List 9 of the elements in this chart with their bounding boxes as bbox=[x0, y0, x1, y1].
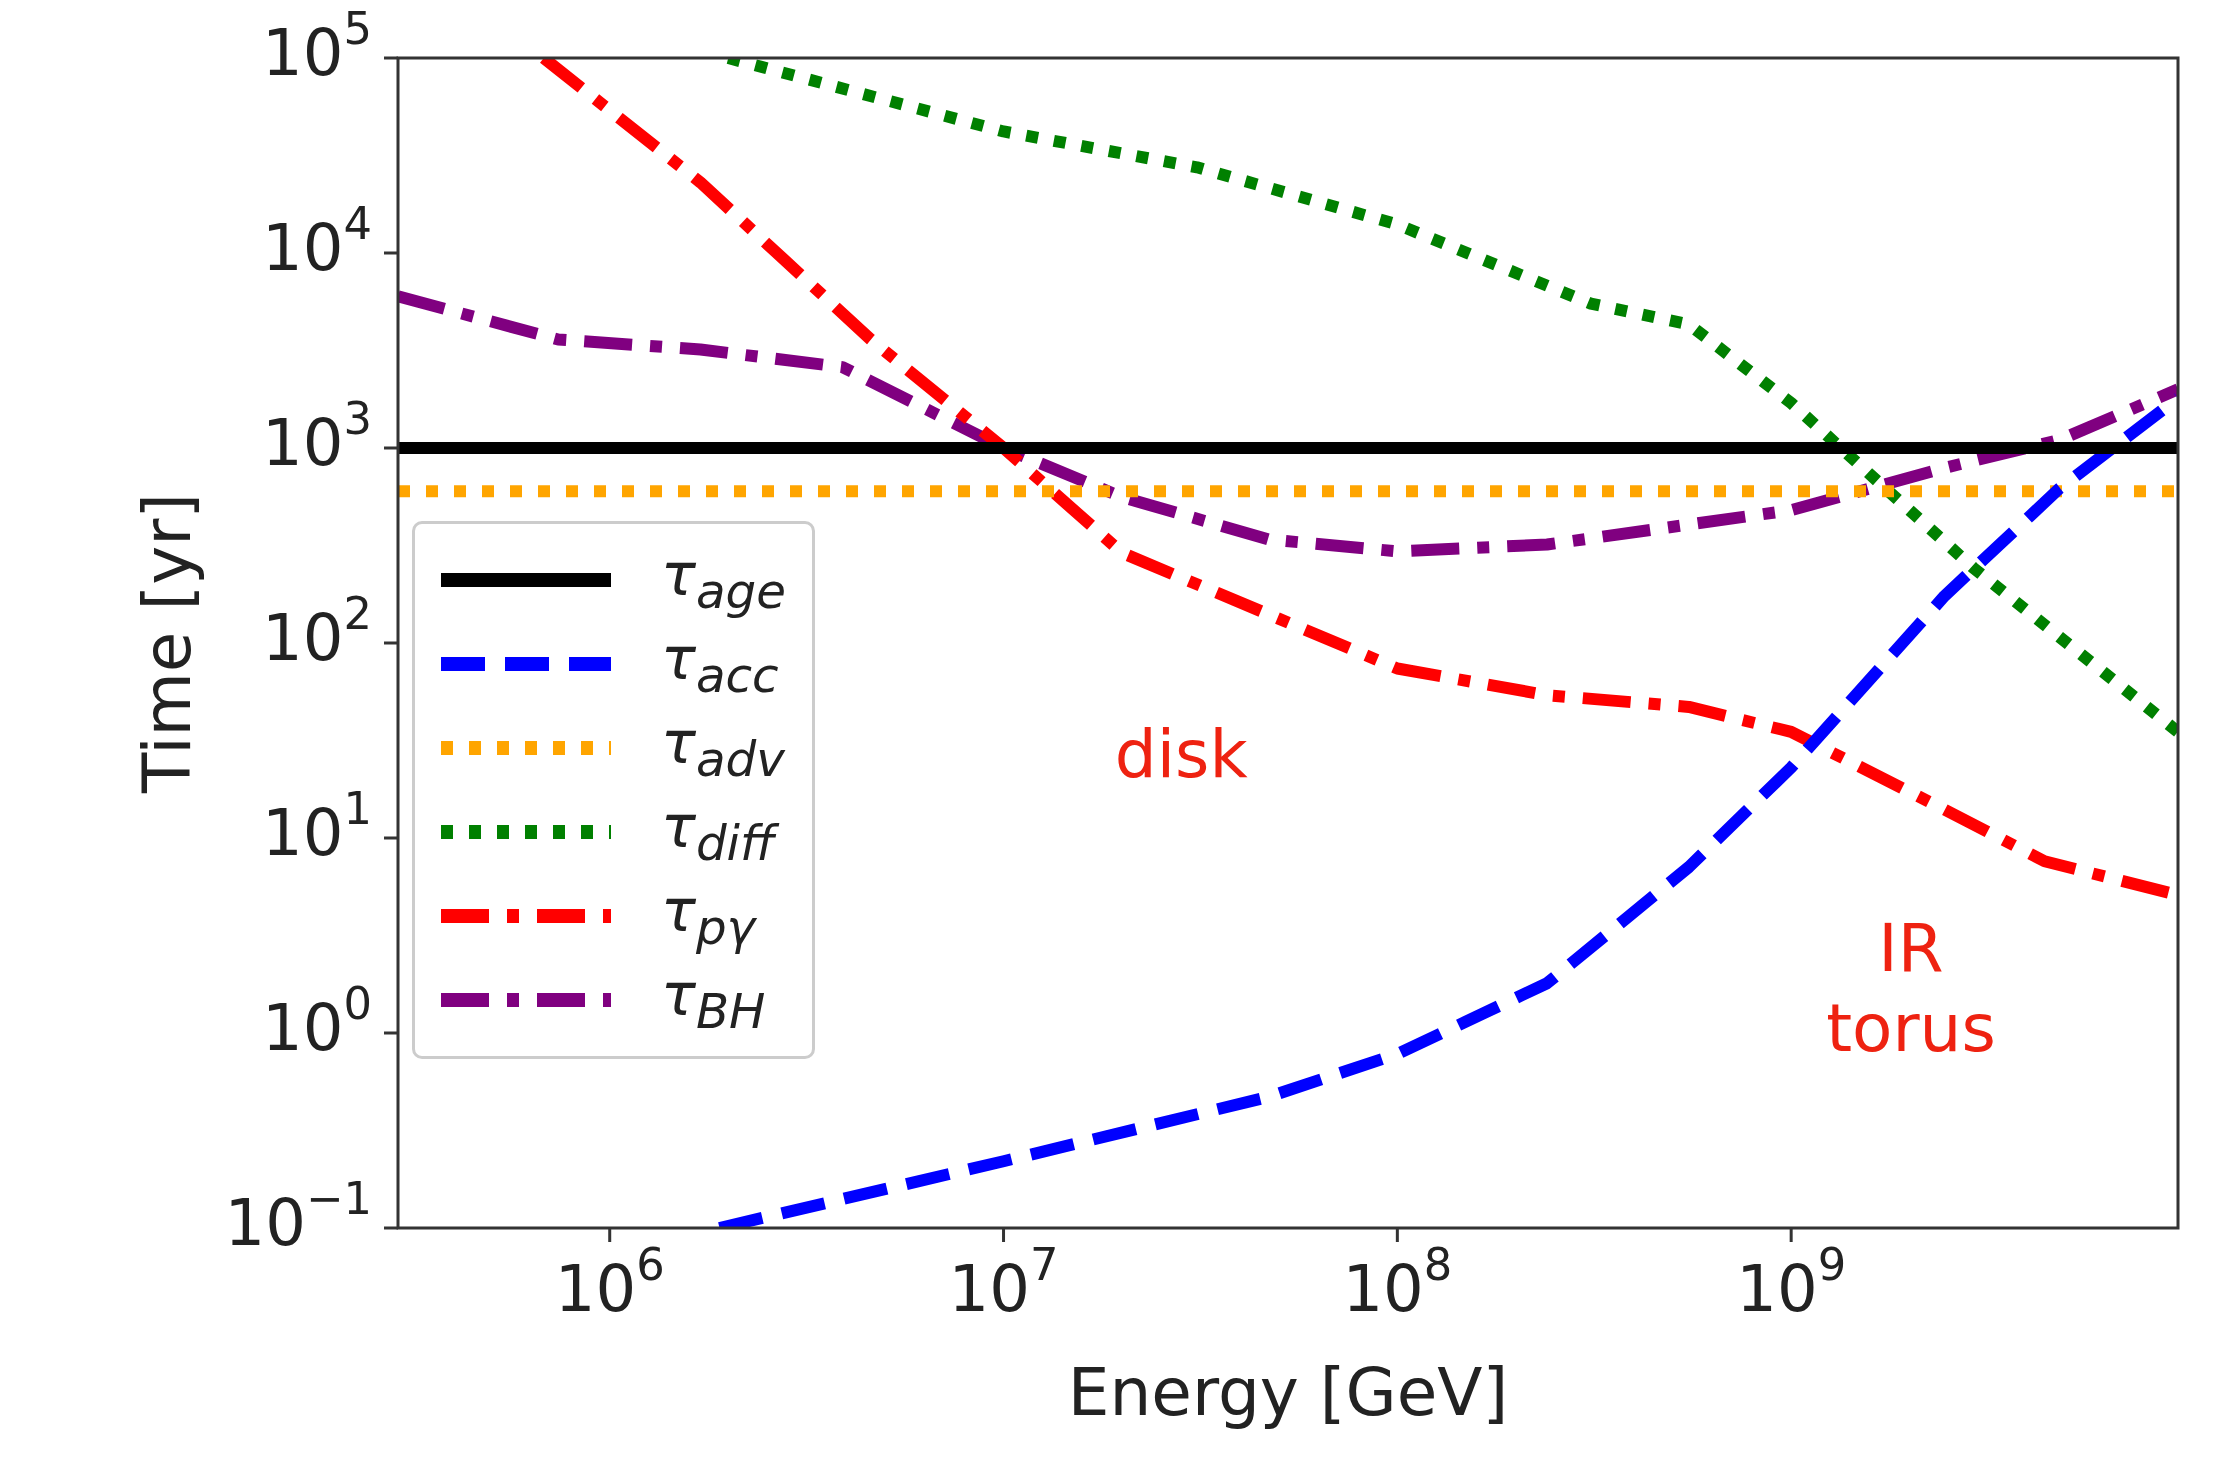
legend-label: τ$_{pγ}$ bbox=[661, 877, 756, 956]
x-axis-title: Energy [GeV] bbox=[1067, 1354, 1509, 1432]
legend-label: τ$_{age}$ bbox=[661, 541, 786, 620]
annotation: IR torus bbox=[1826, 910, 1996, 1068]
legend-label: τ$_{BH}$ bbox=[661, 961, 766, 1040]
legend-label: τ$_{adv}$ bbox=[661, 709, 785, 788]
annotation: disk bbox=[1114, 716, 1249, 794]
y-axis-title: Time [yr] bbox=[129, 492, 207, 795]
legend-label: τ$_{acc}$ bbox=[661, 625, 779, 704]
